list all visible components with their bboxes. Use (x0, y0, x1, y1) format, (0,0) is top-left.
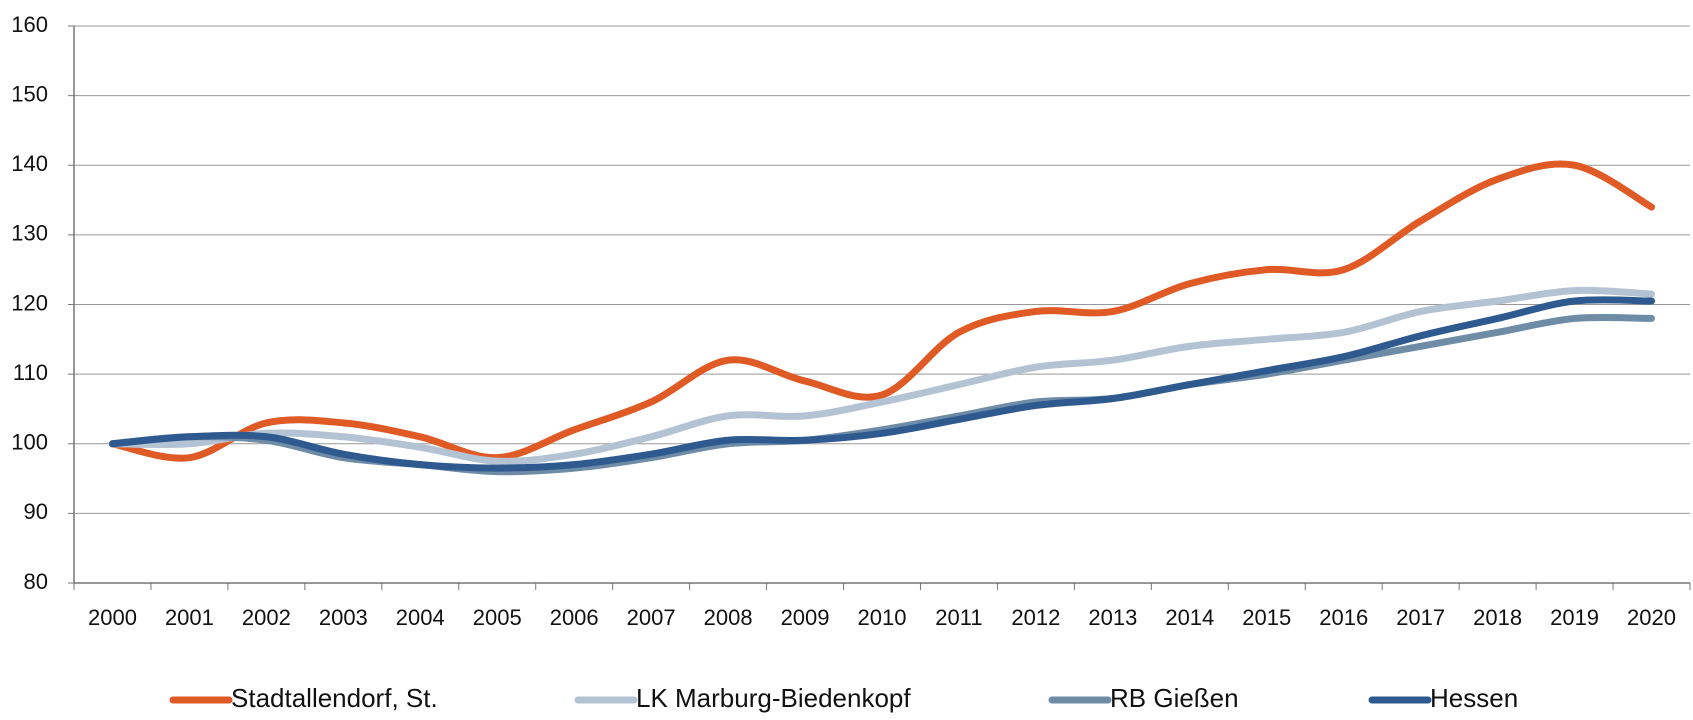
x-tick-label: 2010 (858, 605, 907, 630)
legend-label: LK Marburg-Biedenkopf (636, 683, 911, 713)
x-tick-label: 2000 (88, 605, 137, 630)
x-tick-label: 2013 (1088, 605, 1137, 630)
x-tick-label: 2012 (1011, 605, 1060, 630)
x-tick-label: 2018 (1473, 605, 1522, 630)
legend-label: RB Gießen (1110, 683, 1239, 713)
y-tick-label: 90 (24, 499, 48, 524)
y-tick-label: 120 (11, 290, 48, 315)
x-tick-label: 2007 (627, 605, 676, 630)
y-tick-label: 130 (11, 221, 48, 246)
series-line (108, 296, 1656, 472)
x-tick-label: 2015 (1242, 605, 1291, 630)
y-tick-label: 110 (13, 360, 48, 385)
x-tick-label: 2001 (165, 605, 214, 630)
y-tick-label: 80 (24, 569, 48, 594)
x-tick-label: 2008 (704, 605, 753, 630)
x-tick-label: 2002 (242, 605, 291, 630)
x-tick-label: 2019 (1550, 605, 1599, 630)
y-tick-label: 100 (11, 430, 48, 455)
x-tick-label: 2009 (781, 605, 830, 630)
legend-label: Hessen (1430, 683, 1518, 713)
x-tick-label: 2014 (1165, 605, 1214, 630)
x-tick-label: 2005 (473, 605, 522, 630)
x-tick-label: 2020 (1627, 605, 1676, 630)
x-tick-label: 2004 (396, 605, 445, 630)
x-tick-label: 2011 (935, 605, 982, 630)
legend-label: Stadtallendorf, St. (231, 683, 438, 713)
y-tick-label: 140 (11, 151, 48, 176)
x-tick-label: 2006 (550, 605, 599, 630)
y-tick-label: 160 (11, 12, 48, 37)
y-tick-label: 150 (11, 81, 48, 106)
x-tick-label: 2016 (1319, 605, 1368, 630)
series-line (108, 160, 1656, 462)
x-tick-label: 2003 (319, 605, 368, 630)
x-tick-label: 2017 (1396, 605, 1445, 630)
series-line (108, 286, 1656, 465)
